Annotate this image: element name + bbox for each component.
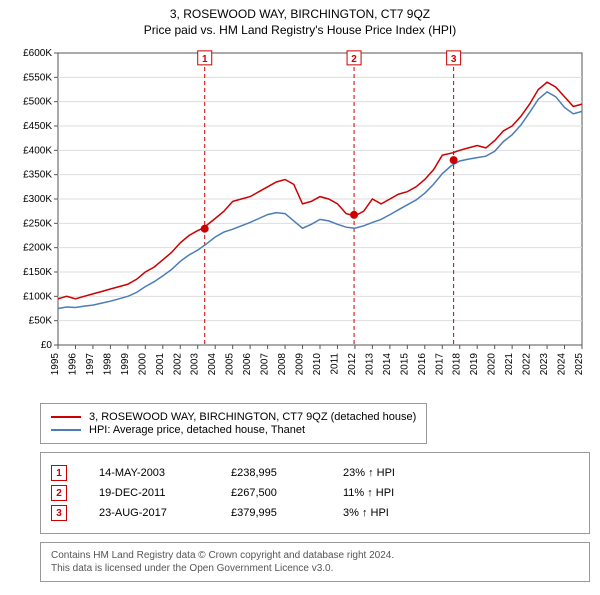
svg-text:£100K: £100K	[23, 291, 52, 302]
svg-text:2008: 2008	[277, 353, 288, 376]
svg-text:£500K: £500K	[23, 97, 52, 108]
sale-row: 3 23-AUG-2017 £379,995 3% ↑ HPI	[51, 505, 579, 521]
svg-text:2005: 2005	[225, 353, 236, 376]
svg-text:£550K: £550K	[23, 72, 52, 83]
svg-text:£600K: £600K	[23, 48, 52, 59]
footer-box: Contains HM Land Registry data © Crown c…	[40, 542, 590, 582]
svg-text:£50K: £50K	[29, 316, 53, 327]
sale-pct: 23% ↑ HPI	[343, 467, 443, 479]
svg-text:1995: 1995	[50, 353, 61, 376]
svg-text:£300K: £300K	[23, 194, 52, 205]
svg-text:2006: 2006	[242, 353, 253, 376]
svg-text:2020: 2020	[487, 353, 498, 376]
svg-text:1: 1	[202, 54, 208, 65]
sale-marker: 1	[51, 465, 67, 481]
chart-container: 3, ROSEWOOD WAY, BIRCHINGTON, CT7 9QZ Pr…	[0, 0, 600, 595]
svg-text:2025: 2025	[574, 353, 585, 376]
footer-line1: Contains HM Land Registry data © Crown c…	[51, 549, 579, 562]
svg-text:2022: 2022	[522, 353, 533, 376]
sale-price: £379,995	[231, 507, 311, 519]
svg-text:2023: 2023	[539, 353, 550, 376]
svg-text:2014: 2014	[382, 353, 393, 376]
svg-text:2004: 2004	[207, 353, 218, 376]
svg-text:£200K: £200K	[23, 243, 52, 254]
svg-text:2: 2	[351, 54, 357, 65]
svg-text:1998: 1998	[102, 353, 113, 376]
svg-text:£150K: £150K	[23, 267, 52, 278]
svg-text:£250K: £250K	[23, 218, 52, 229]
svg-text:2001: 2001	[155, 353, 166, 376]
sales-box: 1 14-MAY-2003 £238,995 23% ↑ HPI 2 19-DEC-201…	[40, 452, 590, 534]
svg-text:1996: 1996	[67, 353, 78, 376]
legend-swatch	[51, 429, 81, 431]
legend-swatch	[51, 416, 81, 418]
svg-text:2007: 2007	[260, 353, 271, 376]
svg-text:£450K: £450K	[23, 121, 52, 132]
chart-svg: £0 £50K £100K £150K £200K £250K £300K £350K £400…	[10, 45, 590, 395]
sale-date: 23-AUG-2017	[99, 507, 199, 519]
footer-line2: This data is licensed under the Open Gov…	[51, 562, 579, 575]
svg-text:£0: £0	[41, 340, 53, 351]
svg-text:2019: 2019	[469, 353, 480, 376]
svg-text:2016: 2016	[417, 353, 428, 376]
sale-pct: 11% ↑ HPI	[343, 487, 443, 499]
svg-text:2002: 2002	[172, 353, 183, 376]
svg-text:2011: 2011	[329, 353, 340, 375]
svg-text:2010: 2010	[312, 353, 323, 376]
svg-text:2009: 2009	[295, 353, 306, 376]
title-address: 3, ROSEWOOD WAY, BIRCHINGTON, CT7 9QZ	[10, 7, 590, 21]
legend-label: 3, ROSEWOOD WAY, BIRCHINGTON, CT7 9QZ (d…	[89, 411, 416, 423]
svg-text:2017: 2017	[434, 353, 445, 376]
svg-text:2021: 2021	[504, 353, 515, 376]
chart-area: £0 £50K £100K £150K £200K £250K £300K £350K £400…	[10, 45, 590, 395]
sale-date: 14-MAY-2003	[99, 467, 199, 479]
svg-text:2018: 2018	[452, 353, 463, 376]
sale-pct: 3% ↑ HPI	[343, 507, 443, 519]
svg-text:2015: 2015	[399, 353, 410, 376]
legend-box: 3, ROSEWOOD WAY, BIRCHINGTON, CT7 9QZ (d…	[40, 403, 427, 444]
legend-label: HPI: Average price, detached house, Than…	[89, 424, 305, 436]
title-subtitle: Price paid vs. HM Land Registry's House …	[10, 23, 590, 37]
svg-text:£400K: £400K	[23, 145, 52, 156]
sale-marker: 2	[51, 485, 67, 501]
svg-text:3: 3	[451, 54, 457, 65]
sale-date: 19-DEC-2011	[99, 487, 199, 499]
legend-item: 3, ROSEWOOD WAY, BIRCHINGTON, CT7 9QZ (d…	[51, 411, 416, 423]
sale-row: 1 14-MAY-2003 £238,995 23% ↑ HPI	[51, 465, 579, 481]
svg-text:2012: 2012	[347, 353, 358, 376]
sale-price: £238,995	[231, 467, 311, 479]
sale-price: £267,500	[231, 487, 311, 499]
svg-text:2003: 2003	[190, 353, 201, 376]
svg-text:2013: 2013	[364, 353, 375, 376]
sale-row: 2 19-DEC-2011 £267,500 11% ↑ HPI	[51, 485, 579, 501]
svg-text:1997: 1997	[85, 353, 96, 376]
svg-text:2000: 2000	[137, 353, 148, 376]
legend-item: HPI: Average price, detached house, Than…	[51, 424, 416, 436]
svg-text:£350K: £350K	[23, 170, 52, 181]
svg-text:1999: 1999	[120, 353, 131, 376]
sale-marker: 3	[51, 505, 67, 521]
svg-text:2024: 2024	[557, 353, 568, 376]
